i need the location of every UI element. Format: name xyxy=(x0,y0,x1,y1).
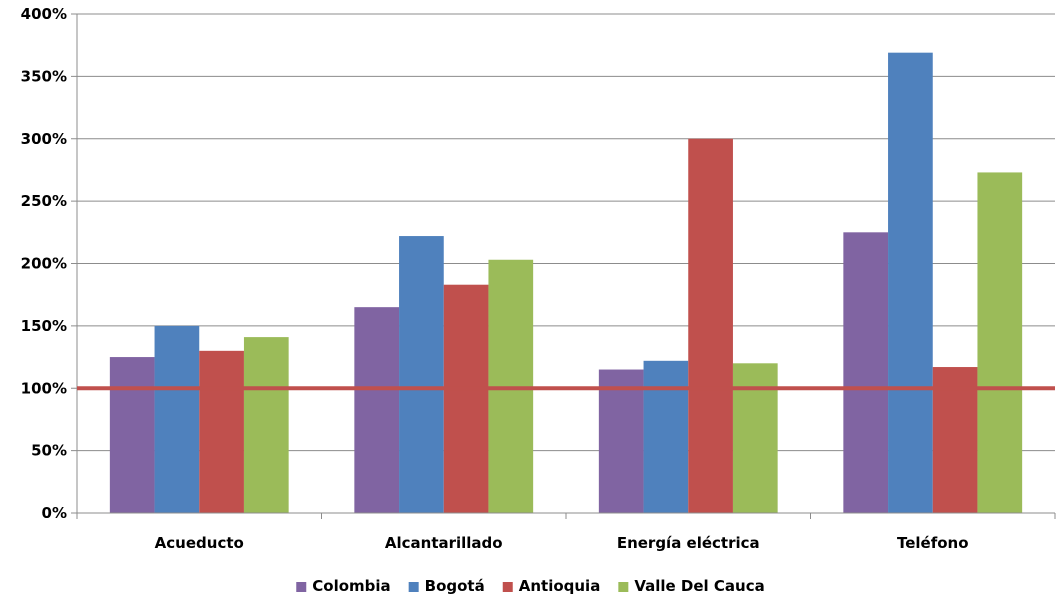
x-tick-label: Teléfono xyxy=(897,534,969,552)
legend-label: Antioquia xyxy=(519,577,601,595)
y-tick-label: 350% xyxy=(21,67,67,85)
legend: Colombia Bogotá Antioquia Valle Del Cauca xyxy=(296,577,765,595)
y-tick-label: 150% xyxy=(21,317,67,335)
bar-bogotá xyxy=(643,360,689,513)
bar-bogotá xyxy=(399,236,444,513)
bar-colombia xyxy=(843,232,889,513)
bar-antioquia xyxy=(932,367,978,513)
legend-swatch xyxy=(502,582,513,592)
bar-bogotá xyxy=(888,52,933,514)
x-tick-label: Acueducto xyxy=(155,534,244,552)
legend-label: Valle Del Cauca xyxy=(634,577,764,595)
x-tick-label: Alcantarillado xyxy=(385,534,503,552)
bar-valle-del-cauca xyxy=(977,172,1023,513)
bar-colombia xyxy=(598,369,644,513)
bar-antioquia xyxy=(199,350,244,513)
y-axis-ticks: 0% 50% 100% 150% 200% 250% 300% 350% 400% xyxy=(21,5,77,522)
bar-valle-del-cauca xyxy=(243,337,289,513)
y-tick-label: 200% xyxy=(21,255,67,273)
bar-colombia xyxy=(354,307,400,513)
y-tick-label: 400% xyxy=(21,5,67,23)
y-tick-label: 50% xyxy=(31,442,67,460)
legend-swatch xyxy=(618,582,629,592)
bar-valle-del-cauca xyxy=(732,363,778,513)
legend-swatch xyxy=(296,582,307,592)
bar-antioquia xyxy=(688,138,733,513)
x-tick-label: Energía eléctrica xyxy=(617,534,760,552)
bars xyxy=(109,52,1023,514)
bar-colombia xyxy=(109,357,155,513)
legend-swatch xyxy=(408,582,419,592)
legend-label: Colombia xyxy=(312,577,390,595)
y-tick-label: 100% xyxy=(21,379,67,397)
bar-bogotá xyxy=(154,325,200,513)
y-tick-label: 250% xyxy=(21,192,67,210)
y-tick-label: 0% xyxy=(42,504,67,522)
y-tick-label: 300% xyxy=(21,130,67,148)
legend-label: Bogotá xyxy=(425,577,485,595)
x-axis-ticks: Acueducto Alcantarillado Energía eléctrica… xyxy=(76,513,1056,552)
bar-antioquia xyxy=(443,284,489,513)
